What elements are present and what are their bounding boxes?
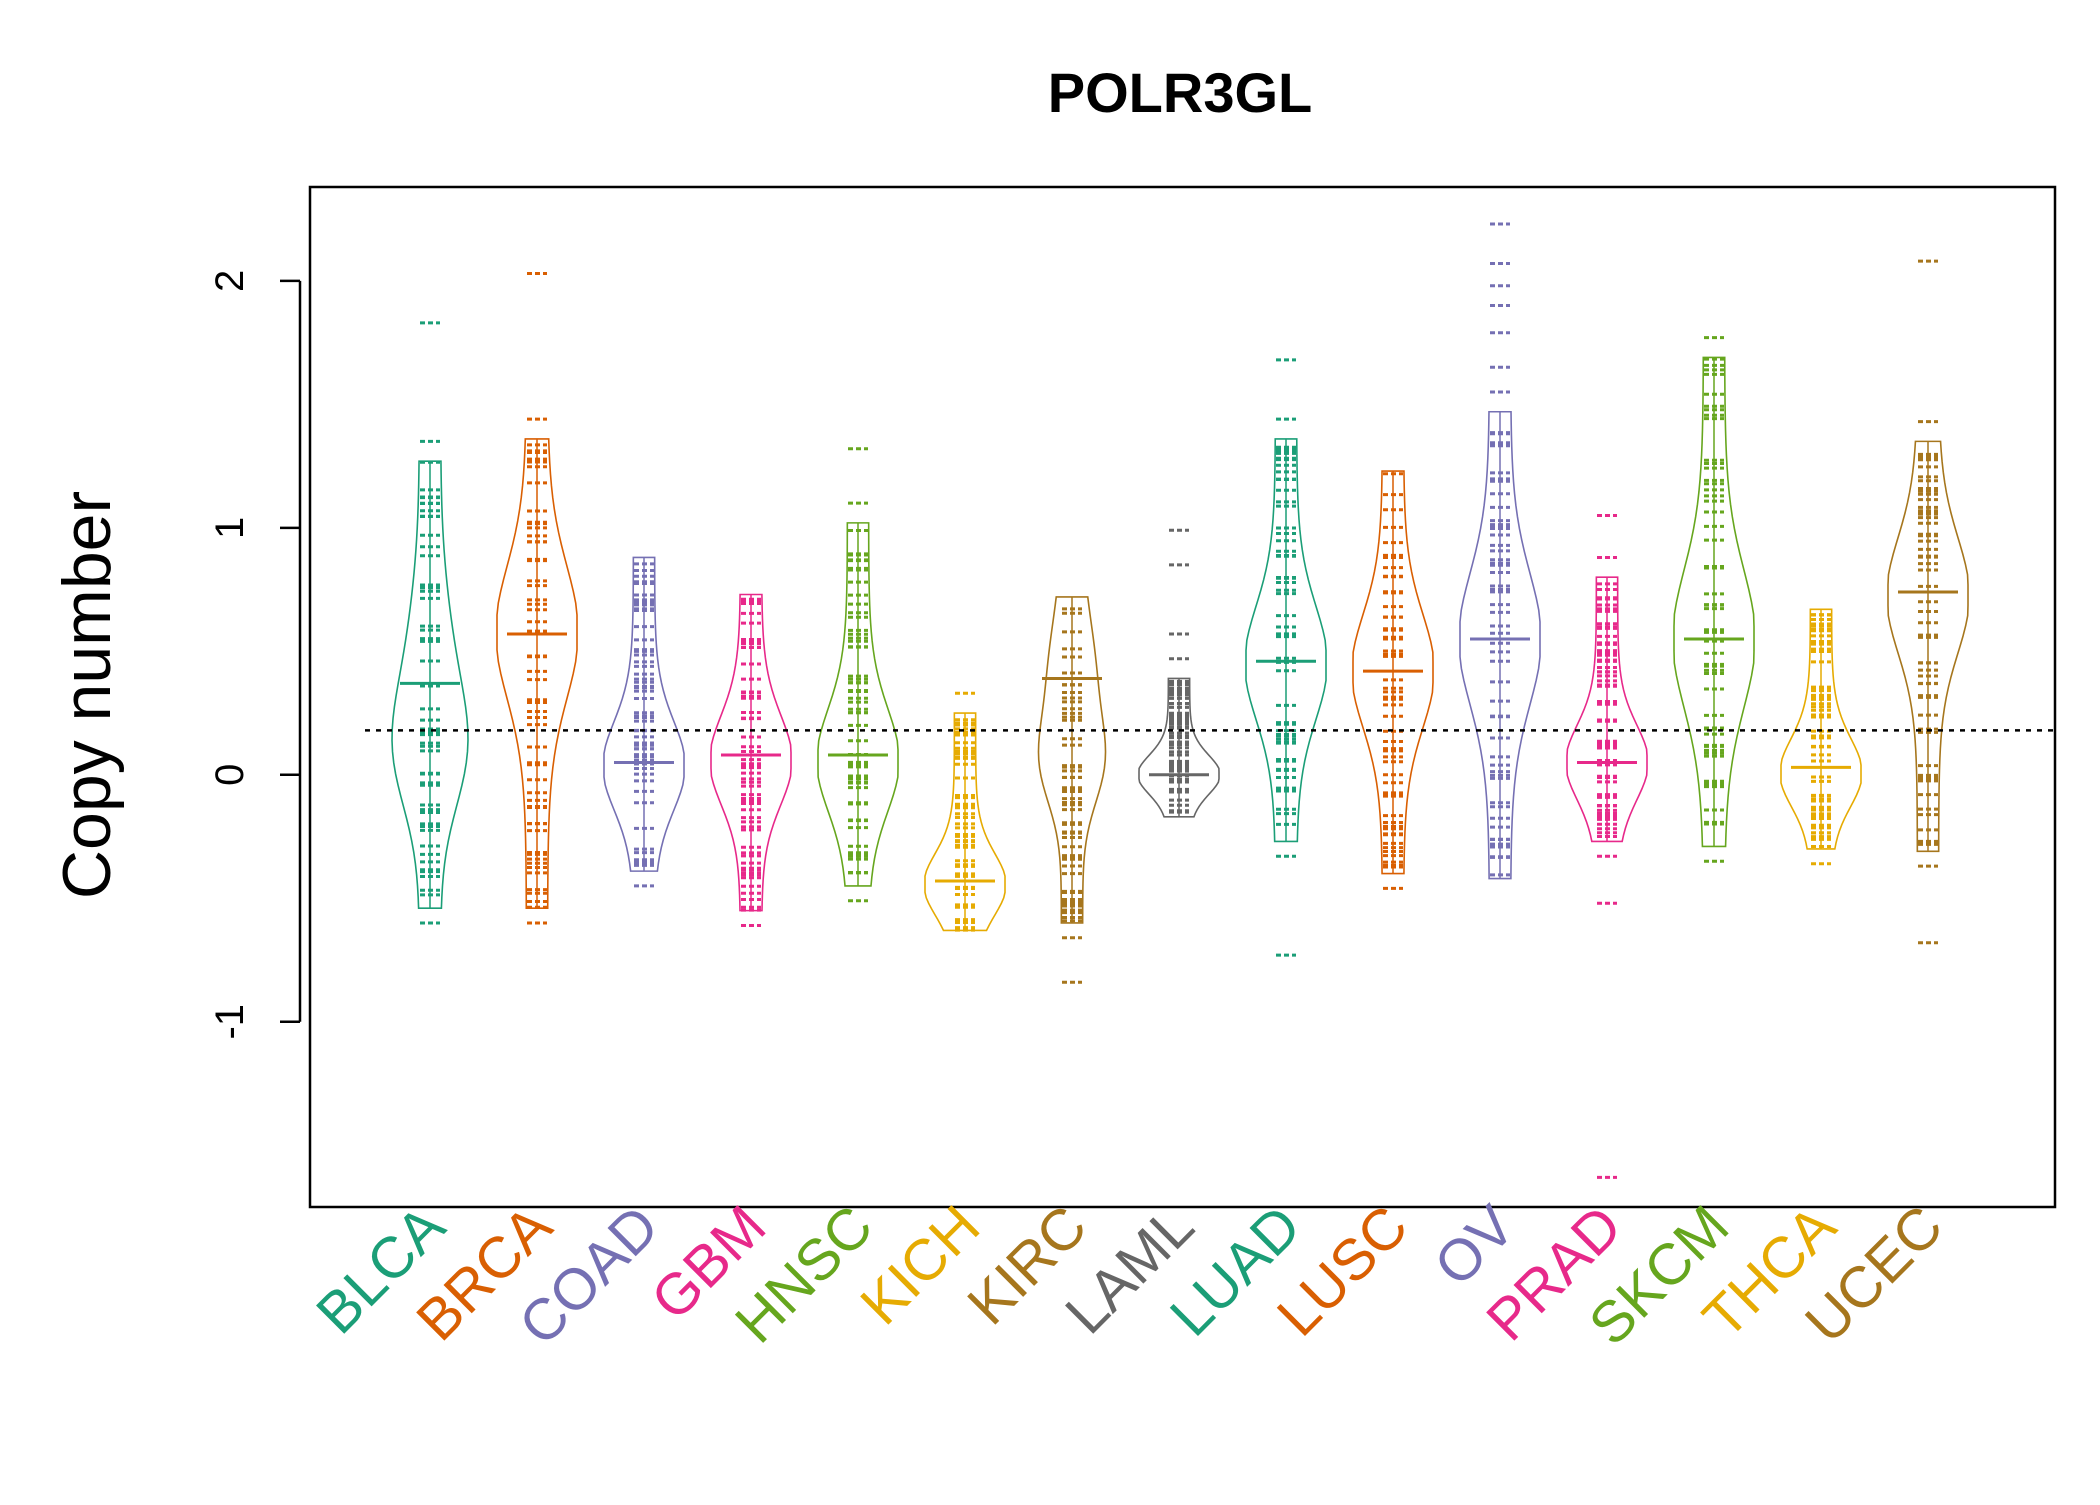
bean-hnsc bbox=[817, 447, 899, 903]
bean-outline bbox=[1352, 470, 1434, 875]
bean-outline bbox=[710, 593, 792, 912]
bean-outline bbox=[924, 712, 1006, 932]
bean-kirc bbox=[1037, 596, 1107, 984]
bean-outline bbox=[1138, 677, 1220, 818]
bean-outline bbox=[1780, 608, 1862, 850]
y-axis-title: Copy number bbox=[49, 491, 125, 899]
bean-skcm bbox=[1673, 336, 1755, 863]
bean-luad bbox=[1245, 358, 1327, 957]
bean-outline bbox=[1245, 438, 1327, 843]
y-tick-label: -1 bbox=[208, 1004, 252, 1040]
bean-prad bbox=[1566, 513, 1648, 1179]
y-tick-label: 0 bbox=[208, 764, 252, 786]
bean-outline bbox=[1037, 596, 1107, 924]
y-tick-label: 1 bbox=[208, 517, 252, 539]
bean-brca bbox=[496, 271, 578, 925]
bean-outline bbox=[1673, 356, 1755, 848]
bean-outline bbox=[603, 556, 685, 872]
bean-thca bbox=[1780, 608, 1862, 866]
beans bbox=[391, 222, 1969, 1179]
plot-frame bbox=[308, 185, 2057, 1209]
bean-outline bbox=[817, 522, 899, 887]
chart-title: POLR3GL bbox=[1048, 61, 1312, 124]
bean-outline bbox=[496, 438, 578, 909]
y-tick-label: 2 bbox=[208, 270, 252, 292]
bean-ucec bbox=[1887, 259, 1969, 945]
y-axis: -1 0 1 2 bbox=[208, 270, 302, 1040]
bean-ov bbox=[1459, 222, 1541, 880]
bean-outline bbox=[1887, 440, 1969, 853]
bean-outline bbox=[1566, 576, 1648, 843]
bean-kich bbox=[924, 691, 1006, 932]
bean-laml bbox=[1138, 528, 1220, 818]
bean-gbm bbox=[710, 593, 792, 927]
bean-lusc bbox=[1352, 470, 1434, 890]
bean-blca bbox=[391, 321, 469, 925]
x-label-kich: KICH bbox=[848, 1193, 992, 1337]
bean-outline bbox=[391, 460, 469, 909]
bean-coad bbox=[603, 556, 685, 888]
